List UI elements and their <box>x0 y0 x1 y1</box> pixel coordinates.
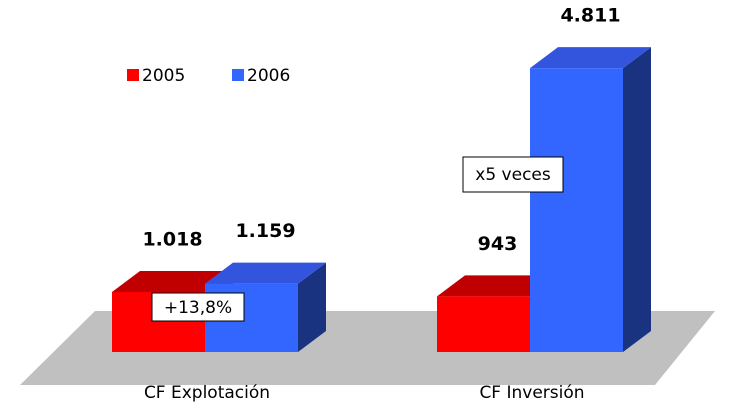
legend-label: 2006 <box>247 66 290 86</box>
bar <box>437 296 530 352</box>
x-tick-label: CF Explotación <box>144 383 270 403</box>
annotation-box <box>151 292 245 322</box>
value-label: 1.018 <box>142 228 202 250</box>
bar-side <box>298 262 326 352</box>
annotation: +13,8% <box>164 298 232 318</box>
annotation: x5 veces <box>475 165 551 185</box>
legend-swatch <box>127 69 139 81</box>
value-label: 4.811 <box>560 5 620 27</box>
bar-top <box>437 275 558 297</box>
value-label: 943 <box>478 233 518 255</box>
annotation-box <box>462 156 564 193</box>
bar-top <box>112 270 233 292</box>
legend-swatch <box>232 69 244 81</box>
value-label: 1.159 <box>235 220 295 242</box>
bar-top <box>205 262 326 284</box>
x-tick-label: CF Inversión <box>479 383 584 403</box>
legend-label: 2005 <box>142 66 185 86</box>
bar-top <box>530 47 651 69</box>
bar <box>530 68 623 352</box>
bar-side <box>623 47 651 352</box>
